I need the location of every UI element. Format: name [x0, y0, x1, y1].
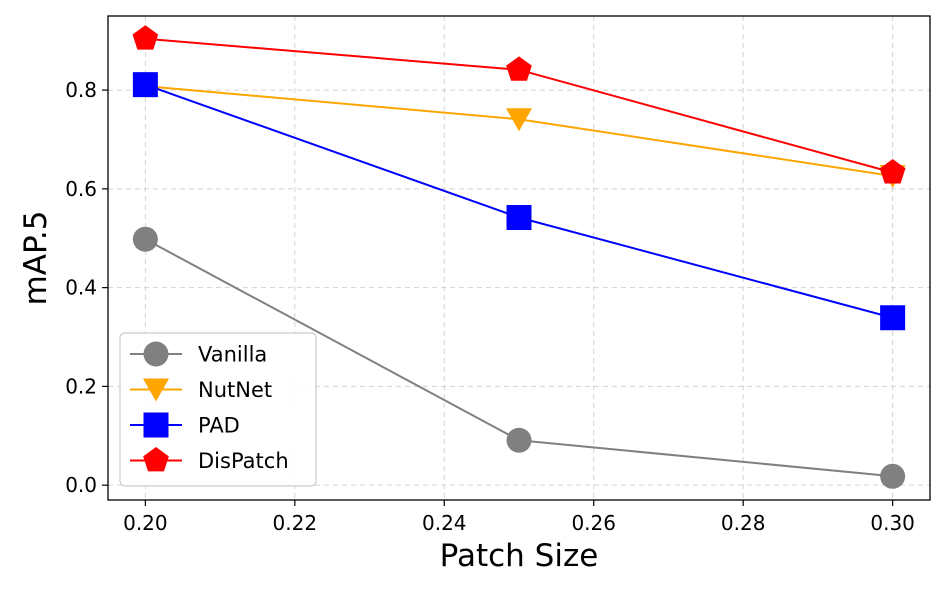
legend-box	[119, 332, 317, 487]
x-tick-label: 0.24	[422, 511, 467, 535]
legend-label-nutnet: NutNet	[198, 378, 272, 402]
x-tick-label: 0.28	[721, 511, 766, 535]
x-axis-label: Patch Size	[440, 538, 599, 574]
data-point-dispatch	[506, 56, 532, 81]
y-tick-label: 0.8	[65, 78, 97, 102]
legend-marker-pad	[143, 412, 169, 438]
legend-marker-dispatch	[143, 447, 169, 472]
y-tick-label: 0.0	[65, 473, 97, 497]
plot-frame	[107, 15, 931, 501]
data-point-nutnet	[506, 108, 532, 132]
legend: Vanilla NutNet PAD DisPatch	[119, 332, 317, 487]
x-tick-label: 0.22	[273, 511, 318, 535]
x-tick-label: 0.30	[870, 511, 915, 535]
data-point-pad	[880, 305, 906, 331]
series-layer	[132, 25, 906, 489]
data-point-pad	[506, 205, 532, 231]
legend-label-pad: PAD	[198, 414, 240, 438]
legend-marker-vanilla	[143, 341, 169, 367]
x-tick-label: 0.20	[123, 511, 168, 535]
data-point-dispatch	[879, 159, 906, 184]
legend-label-vanilla: Vanilla	[198, 343, 267, 367]
y-tick-label: 0.4	[65, 276, 97, 300]
data-point-vanilla	[506, 427, 532, 453]
legend-marker-nutnet	[143, 378, 169, 402]
data-point-vanilla	[880, 463, 906, 489]
y-tick-label: 0.6	[65, 177, 97, 201]
data-point-pad	[132, 72, 158, 98]
x-tick-label: 0.26	[571, 511, 616, 535]
y-axis-label: mAP.5	[18, 211, 54, 306]
data-point-dispatch	[132, 25, 159, 50]
data-point-vanilla	[132, 226, 158, 252]
y-tick-label: 0.2	[65, 374, 97, 398]
axis-ticks: 0.20 0.22 0.24 0.26 0.28 0.30 0.0 0.2 0.4 0.6 0.8	[65, 78, 915, 535]
legend-label-dispatch: DisPatch	[198, 449, 289, 473]
